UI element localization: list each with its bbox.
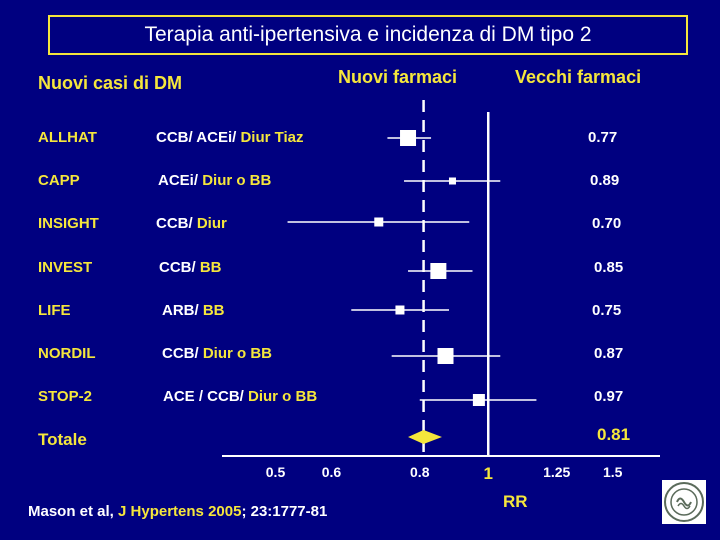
totale-label: Totale (38, 430, 87, 449)
drugs-old: Diur o BB (202, 345, 273, 362)
drugs-new: ARB/ (162, 302, 203, 319)
drugs-old: Diur Tiaz (240, 129, 304, 146)
point-estimate-marker (430, 263, 447, 279)
study-drugs: ARB/ BB (162, 302, 225, 319)
university-seal-icon (662, 480, 706, 524)
point-estimate-marker (437, 348, 454, 364)
point-estimate-marker (374, 217, 384, 227)
study-rr-value: 0.87 (594, 345, 624, 362)
study-name: ALLHAT (38, 129, 97, 146)
x-axis-title: RR (503, 492, 528, 511)
study-name: CAPP (38, 172, 80, 189)
x-tick-label: 0.6 (322, 464, 342, 480)
total-diamond (408, 430, 442, 444)
study-name: NORDIL (38, 345, 96, 362)
reference-rest: ; 23:1777-81 (241, 503, 328, 520)
study-rr-value: 0.70 (592, 215, 622, 232)
total-rr-value: 0.81 (597, 425, 631, 444)
reference-citation: Mason et al, J Hypertens 2005; 23:1777-8… (28, 503, 327, 520)
drugs-old: Diur o BB (248, 388, 318, 405)
study-drugs: CCB/ Diur (156, 215, 227, 232)
point-estimate-marker (448, 177, 456, 185)
study-drugs: CCB/ BB (159, 259, 222, 276)
study-name: STOP-2 (38, 388, 92, 405)
drugs-new: ACE / CCB/ (163, 388, 249, 405)
x-tick-label: 1.25 (543, 464, 570, 480)
point-estimate-marker (400, 130, 417, 146)
drugs-old: Diur o BB (202, 172, 272, 189)
drugs-new: CCB/ (159, 259, 200, 276)
x-tick-label: 1.5 (603, 464, 623, 480)
x-tick-label: 1 (484, 464, 493, 483)
drugs-new: CCB/ (162, 345, 203, 362)
drugs-old: BB (199, 259, 222, 276)
drugs-old: BB (202, 302, 225, 319)
study-drugs: CCB/ Diur o BB (162, 345, 272, 362)
study-drugs: CCB/ ACEi/ Diur Tiaz (156, 129, 304, 146)
drugs-new: CCB/ (156, 215, 197, 232)
header-new-drugs: Nuovi farmaci (338, 67, 458, 87)
drugs-new: CCB/ ACEi/ (156, 129, 241, 146)
header-old-drugs: Vecchi farmaci (515, 67, 642, 87)
x-tick-label: 0.5 (266, 464, 286, 480)
point-estimate-marker (472, 394, 485, 406)
study-drugs: ACEi/ Diur o BB (158, 172, 271, 189)
study-drugs: ACE / CCB/ Diur o BB (163, 388, 317, 405)
study-rr-value: 0.77 (588, 129, 618, 146)
header-new-cases: Nuovi casi di DM (38, 73, 183, 93)
study-name: INSIGHT (38, 215, 99, 232)
reference-journal: J Hypertens 2005 (118, 503, 242, 520)
x-tick-label: 0.8 (410, 464, 430, 480)
slide-title: Terapia anti-ipertensiva e incidenza di … (48, 15, 688, 55)
point-estimate-marker (395, 305, 405, 315)
reference-authors: Mason et al, (28, 503, 119, 520)
study-rr-value: 0.89 (590, 172, 620, 189)
drugs-old: Diur (196, 215, 227, 232)
drugs-new: ACEi/ (158, 172, 203, 189)
study-name: LIFE (38, 302, 71, 319)
study-rr-value: 0.85 (594, 259, 624, 276)
study-rr-value: 0.97 (594, 388, 624, 405)
study-rr-value: 0.75 (592, 302, 622, 319)
study-name: INVEST (38, 259, 93, 276)
